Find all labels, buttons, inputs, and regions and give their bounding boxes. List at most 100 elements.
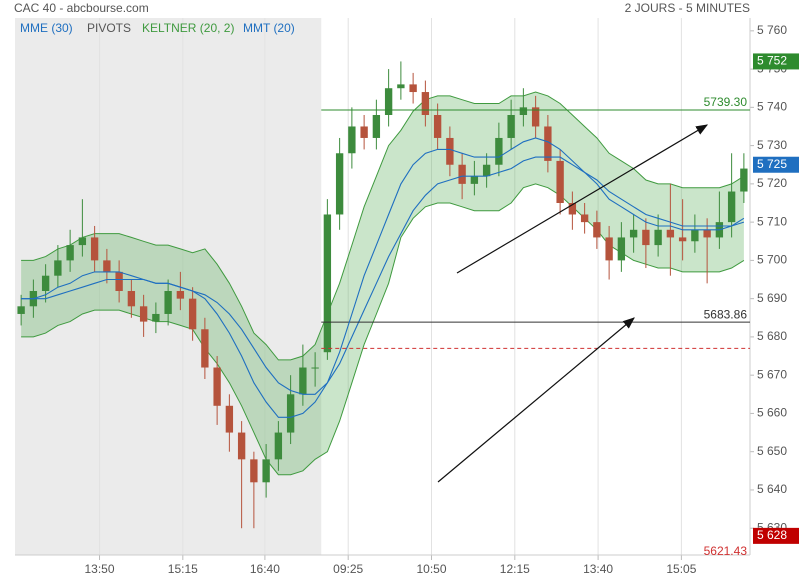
candle-body [556,160,564,203]
candle-body [311,367,319,369]
candle-body [41,275,50,291]
candle-body [446,137,454,165]
y-tick-label: 5 700 [757,253,787,267]
legend-entry: KELTNER (20, 2) [142,21,234,35]
candle-body [568,203,577,215]
candle-body [115,271,123,291]
candle-body [348,126,356,154]
candle-body [458,164,466,184]
candle-body [605,237,613,261]
price-tag-label: 5 752 [757,54,787,68]
candle-body [237,432,246,460]
candle-body [152,313,160,322]
chart-subtitle: 2 JOURS - 5 MINUTES [625,1,750,15]
chart-title: CAC 40 - abcbourse.com [14,1,149,15]
candle-body [642,229,650,246]
candle-body [580,214,589,223]
candle-body [519,107,528,115]
candle-body [78,237,87,246]
price-tag [753,156,799,173]
candle-body [397,84,405,89]
candle-body [360,126,368,138]
candle-body [482,164,491,177]
y-tick-label: 5 760 [757,23,787,37]
price-tag-label: 5 628 [757,528,787,542]
y-tick-label: 5 650 [757,444,787,458]
pivot-label: 5621.43 [704,544,748,558]
y-tick-label: 5 640 [757,482,787,496]
x-tick-label: 16:40 [250,562,280,576]
y-tick-label: 5 670 [757,367,787,381]
candle-body [176,291,185,299]
candle-body [409,84,417,93]
y-tick-label: 5 740 [757,100,787,114]
x-tick-label: 15:05 [666,562,696,576]
candle-body [127,291,136,307]
y-tick-label: 5 730 [757,138,787,152]
candle-body [66,245,74,261]
candle-body [139,306,148,322]
price-tag-label: 5 725 [757,157,787,171]
moving-average [21,156,745,395]
x-tick-label: 12:15 [500,562,530,576]
candle-body [323,214,332,353]
x-tick-label: 13:50 [85,562,115,576]
candle-body [372,115,381,138]
annotation-arrow [437,317,635,483]
pivot-label: 5683.86 [704,307,748,321]
candle-body [421,92,430,115]
candle-body [225,405,234,433]
x-tick-label: 09:25 [333,562,363,576]
pivot-label: 5739.30 [704,95,748,109]
candle-body [250,459,258,483]
keltner-upper [21,91,745,361]
price-tag [753,527,799,544]
candle-body [703,229,711,238]
candle-body [286,394,295,433]
y-tick-label: 5 690 [757,291,787,305]
y-tick-label: 5 710 [757,214,787,228]
candle-body [691,229,699,242]
x-tick-label: 15:15 [168,562,198,576]
candle-body [164,291,172,314]
candle-body [274,432,283,460]
candle-body [617,237,626,261]
candle-body [103,260,111,272]
candle-body [629,229,638,238]
plot-area [15,18,754,560]
candle-body [262,459,270,483]
candle-body [531,107,540,127]
y-tick-label: 5 680 [757,329,787,343]
candle-body [470,176,479,184]
candle-body [213,367,221,406]
candle-body [17,306,25,314]
candle-body [740,168,748,192]
candle-body [201,329,209,368]
candle-body [335,153,344,215]
candle-body [544,126,552,161]
candle-body [188,298,197,330]
moving-average [21,137,745,418]
candle-body [90,237,99,261]
candle-body [495,137,503,165]
price-tag [753,53,799,70]
candle-body [727,191,736,223]
candle-body [384,88,393,115]
candle-body [507,115,515,138]
legend-entry: MME (30) [20,21,73,35]
candle-body [654,229,662,246]
candle-body [299,367,307,395]
x-tick-label: 13:40 [583,562,613,576]
candle-body [54,260,62,276]
y-tick-label: 5 660 [757,406,787,420]
x-tick-label: 10:50 [416,562,446,576]
legend-entry: PIVOTS [87,21,131,35]
y-tick-label: 5 720 [757,176,787,190]
candle-body [433,115,442,138]
candle-body [678,237,687,242]
legend-entry: MMT (20) [243,21,295,35]
candle-body [593,222,601,238]
candle-body [666,229,675,238]
annotation-arrow [456,124,709,274]
